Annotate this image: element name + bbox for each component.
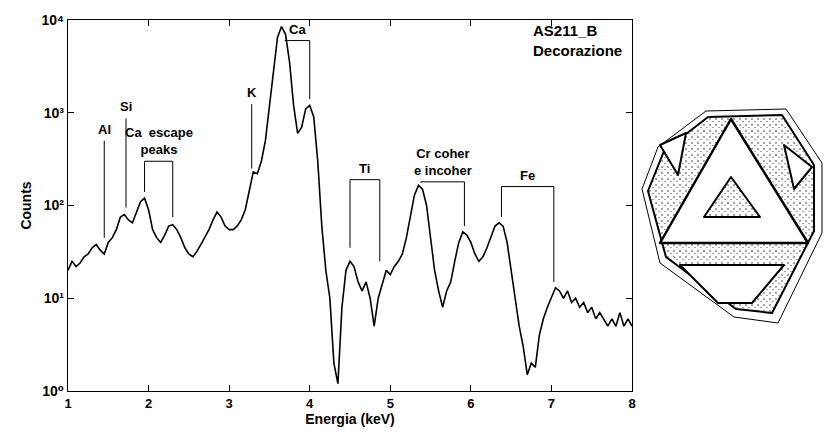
svg-text:10¹: 10¹ [44,290,65,306]
svg-text:4: 4 [306,396,314,411]
svg-text:AS211_BDecorazione: AS211_BDecorazione [533,22,622,59]
svg-text:10²: 10² [44,197,65,213]
svg-text:10⁰: 10⁰ [42,383,64,399]
svg-text:Fe: Fe [520,168,535,183]
svg-text:Ca escapepeaks: Ca escapepeaks [125,125,193,157]
svg-text:7: 7 [548,396,555,411]
svg-text:Energia (keV): Energia (keV) [305,411,394,427]
svg-text:Cr cohere incoher: Cr cohere incoher [414,146,472,178]
svg-text:3: 3 [226,396,233,411]
svg-text:Si: Si [120,99,132,114]
svg-text:1: 1 [64,396,71,411]
svg-text:6: 6 [467,396,474,411]
svg-text:5: 5 [387,396,394,411]
svg-text:2: 2 [145,396,152,411]
svg-text:K: K [247,85,257,100]
svg-text:Ca: Ca [289,22,306,37]
svg-text:8: 8 [628,396,635,411]
svg-text:Ti: Ti [359,161,370,176]
svg-text:Al: Al [98,122,111,137]
svg-text:10³: 10³ [44,105,65,121]
svg-text:Counts: Counts [18,181,34,229]
svg-text:10⁴: 10⁴ [42,12,65,28]
